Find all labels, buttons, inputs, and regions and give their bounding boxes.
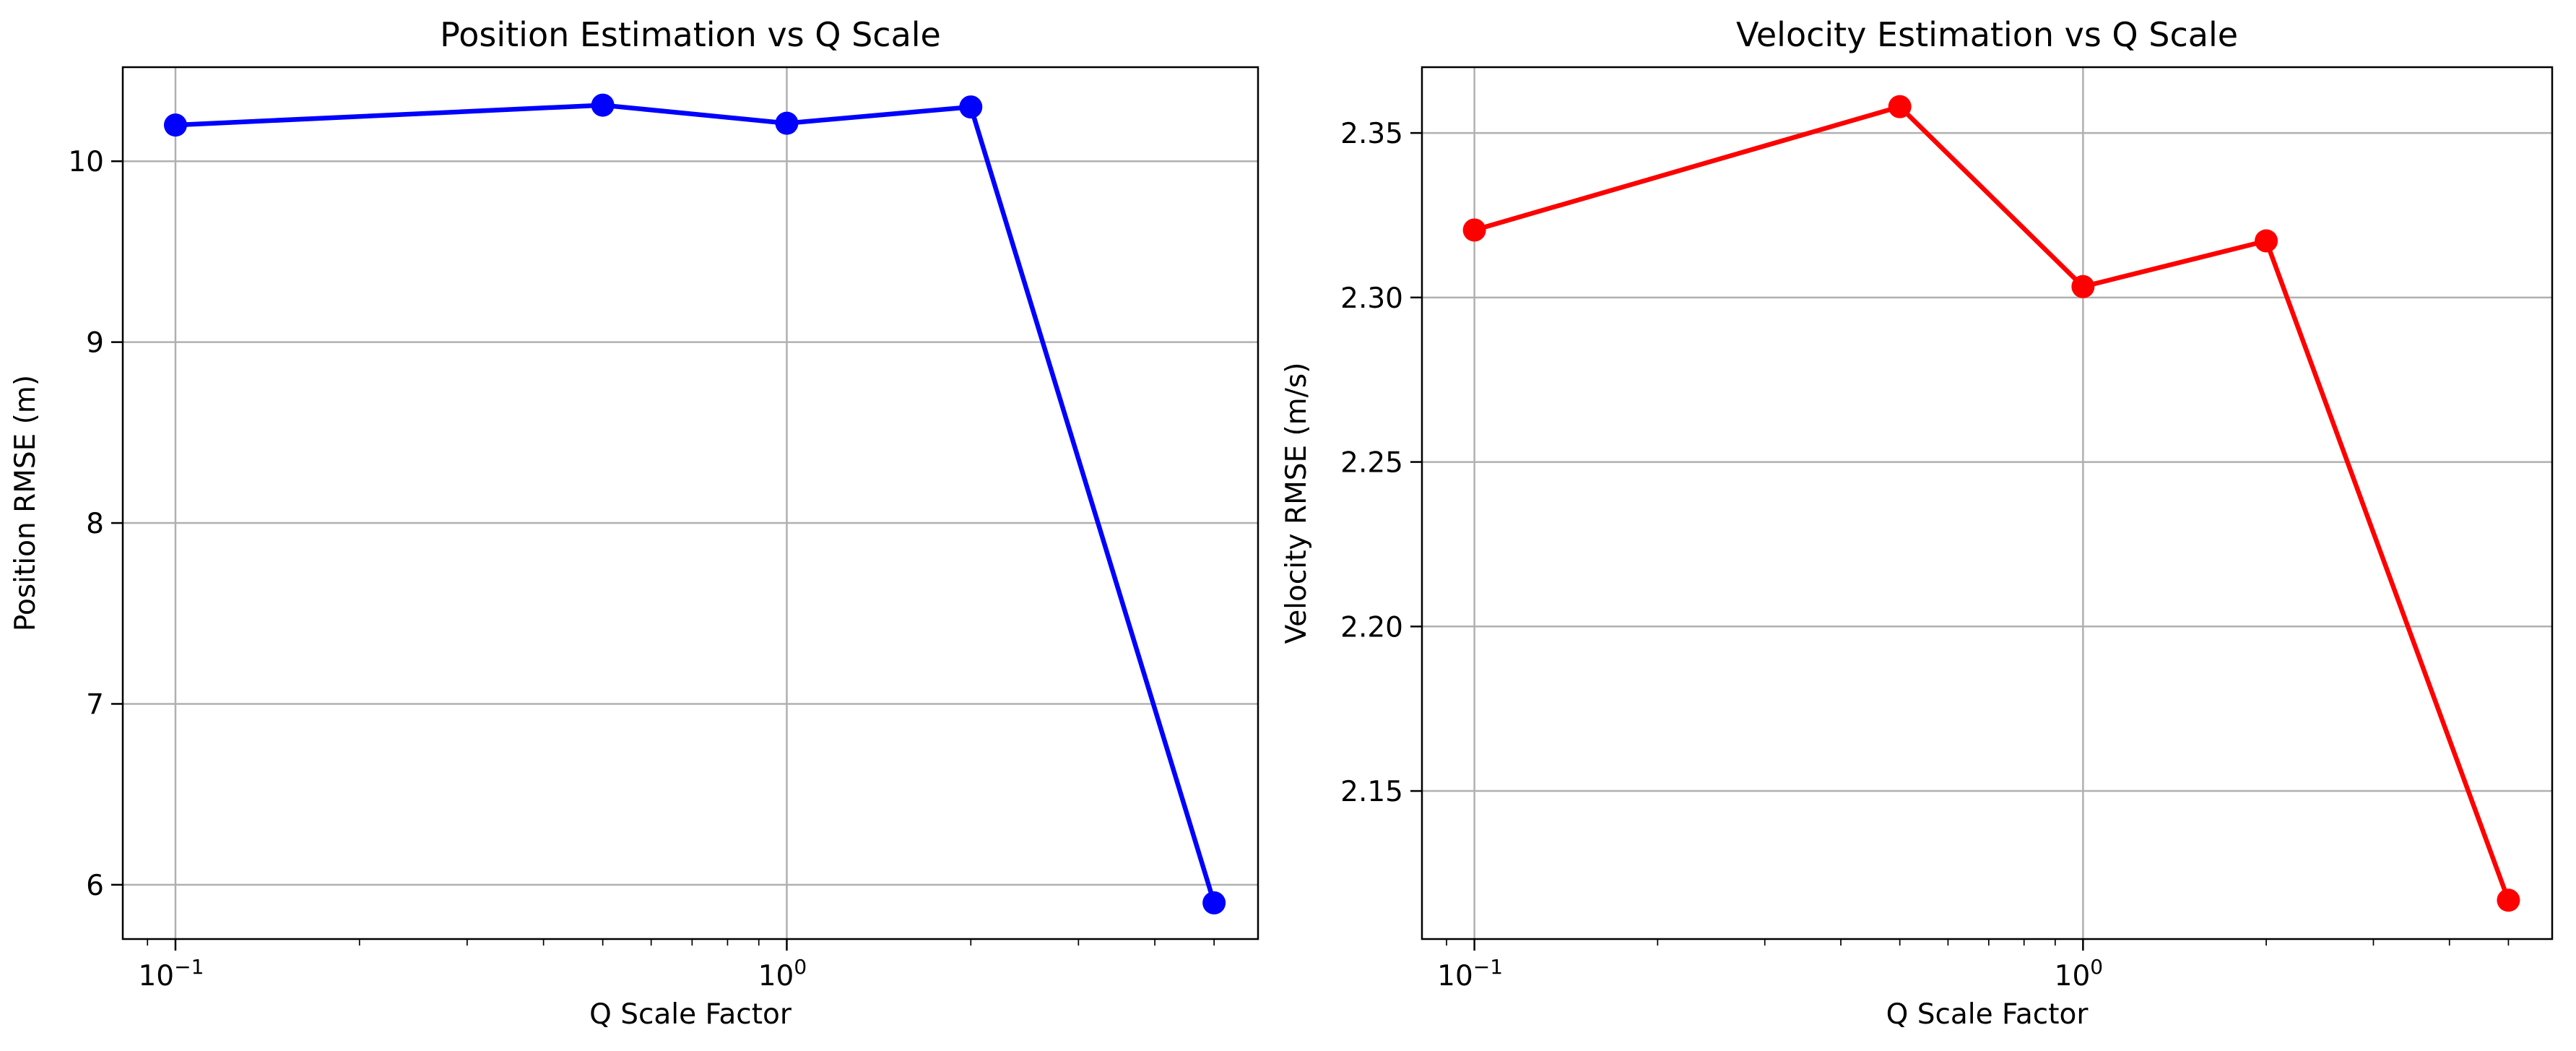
x-tick-label: 100 bbox=[2055, 955, 2103, 992]
chart-title: Velocity Estimation vs Q Scale bbox=[1736, 15, 2238, 54]
y-axis-label: Velocity RMSE (m/s) bbox=[1280, 363, 1313, 644]
x-tick-label: 100 bbox=[758, 955, 807, 992]
data-point bbox=[1202, 891, 1226, 914]
series-line bbox=[175, 103, 1217, 904]
y-axis-label: Position RMSE (m) bbox=[9, 375, 42, 631]
plot-frame bbox=[121, 66, 1259, 940]
data-point bbox=[1462, 218, 1486, 242]
x-axis-label: Q Scale Factor bbox=[1886, 998, 2089, 1031]
y-tick-label: 6 bbox=[86, 870, 104, 902]
plot-frame bbox=[1421, 66, 2554, 940]
y-tick-label: 2.35 bbox=[1340, 118, 1403, 150]
series-line bbox=[1473, 104, 2511, 901]
x-axis-label: Q Scale Factor bbox=[589, 998, 792, 1031]
data-point bbox=[163, 113, 187, 137]
data-point bbox=[2255, 229, 2278, 253]
x-tick-label: 10−1 bbox=[138, 955, 204, 992]
chart-panel-2: 10−1 100 2.15 2.20 2.25 2.30 2.35 Velocity Esti… bbox=[1280, 15, 2554, 1031]
y-tick-label: 2.25 bbox=[1340, 447, 1403, 480]
chart-title: Position Estimation vs Q Scale bbox=[440, 15, 941, 54]
x-tick-label: 10−1 bbox=[1437, 955, 1503, 992]
y-tick-label: 2.15 bbox=[1340, 776, 1403, 808]
data-point bbox=[959, 95, 983, 119]
y-tick-label: 9 bbox=[86, 327, 104, 360]
chart-panel-1: 10−1 100 6 7 8 9 10 Position Estimation vs Q Sc… bbox=[9, 15, 1259, 1031]
y-tick-label: 2.30 bbox=[1340, 282, 1403, 315]
y-tick-label: 7 bbox=[86, 688, 104, 721]
y-tick-label: 2.20 bbox=[1340, 611, 1403, 644]
y-tick-label: 8 bbox=[86, 508, 104, 540]
data-point bbox=[591, 93, 615, 117]
y-tick-label: 10 bbox=[68, 146, 104, 178]
data-point bbox=[775, 111, 799, 135]
data-point bbox=[2071, 274, 2095, 298]
data-point bbox=[2497, 888, 2520, 912]
data-point bbox=[1888, 95, 1912, 118]
